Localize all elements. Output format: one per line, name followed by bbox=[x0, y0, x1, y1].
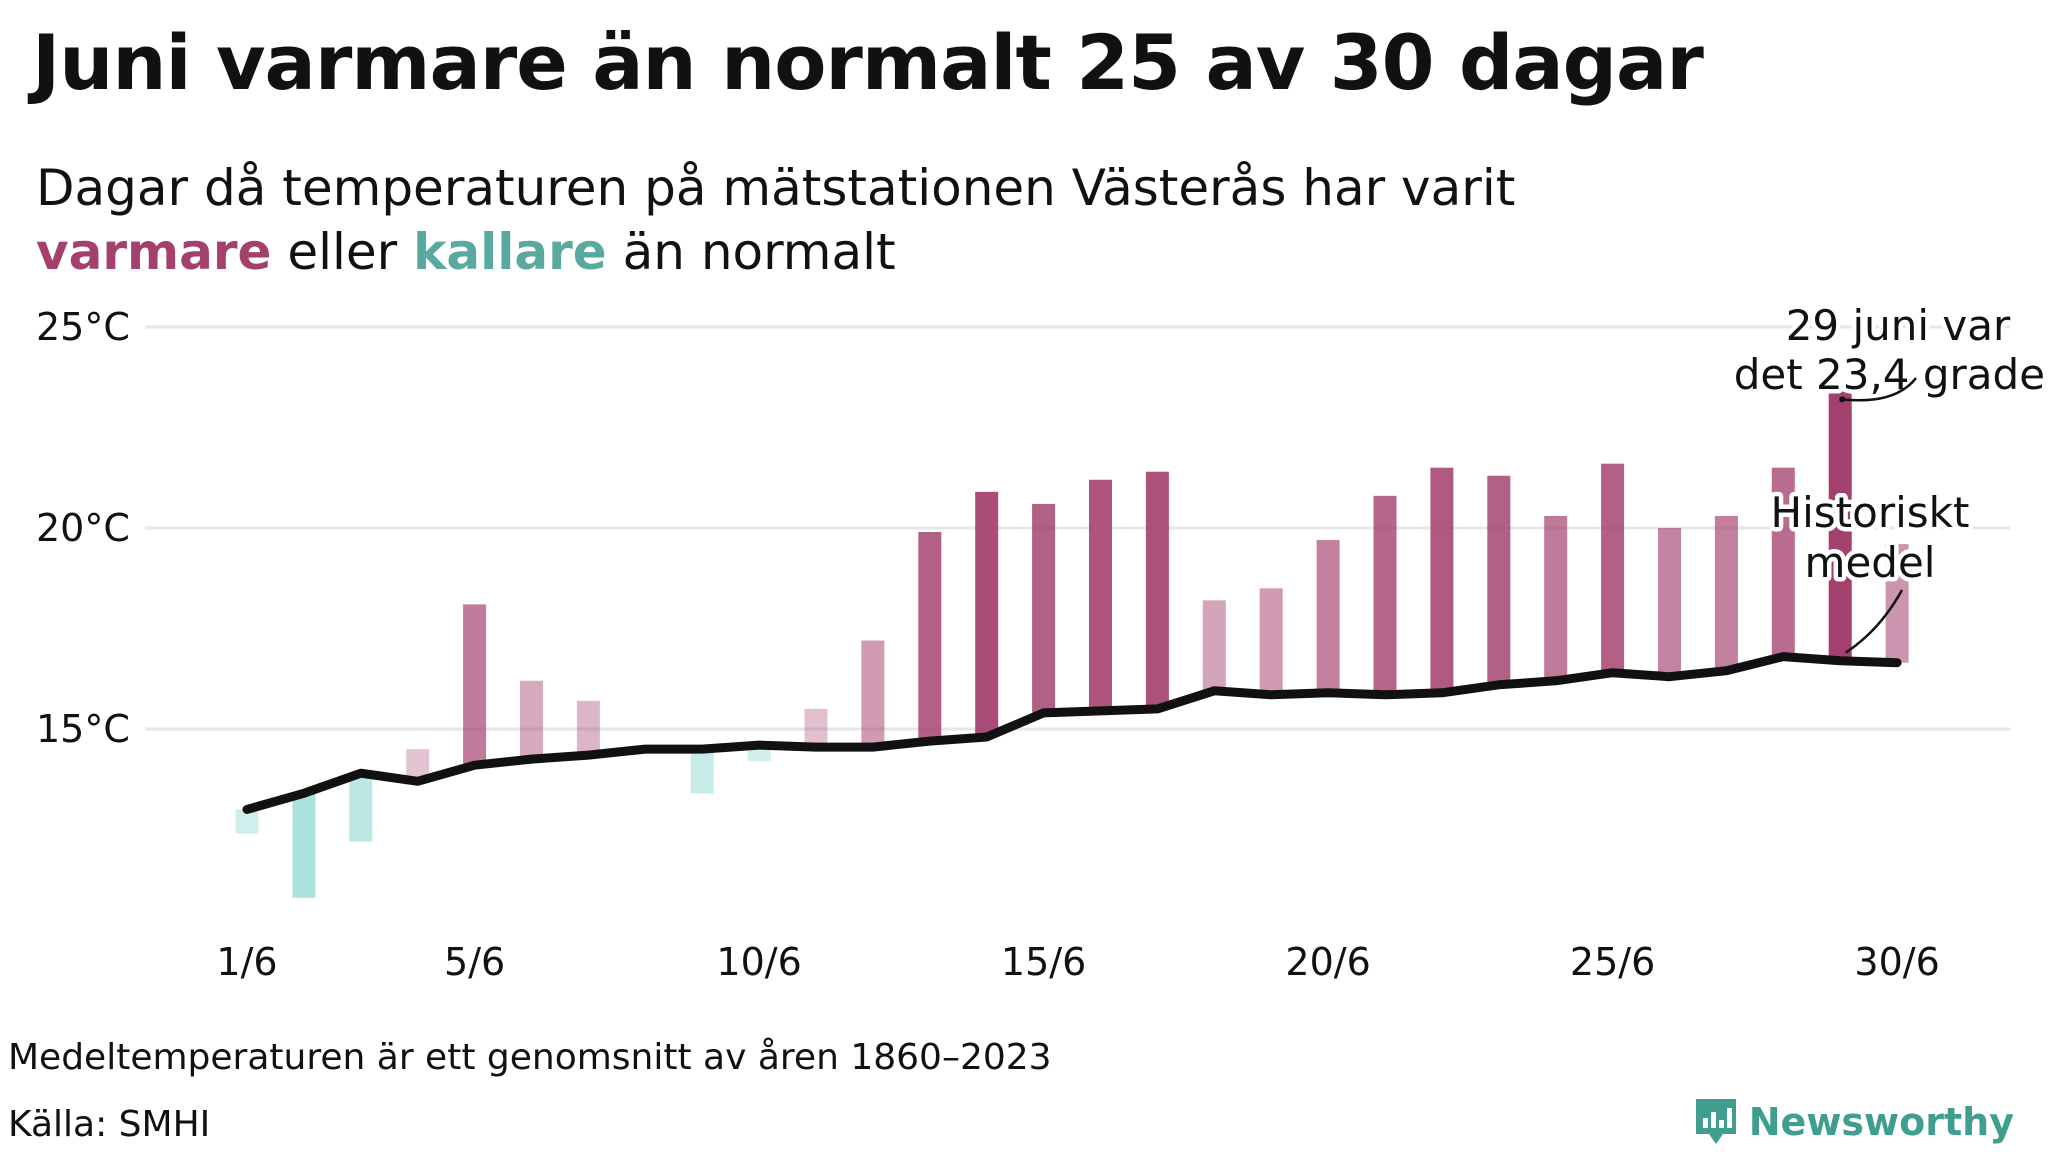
y-tick-label: 25°C bbox=[36, 305, 130, 349]
bar-day-3 bbox=[349, 773, 373, 842]
x-tick-label: 30/6 bbox=[1854, 940, 1939, 984]
annotation-peak-line: det 23,4 grader bbox=[1734, 350, 2048, 399]
footer-note: Medeltemperaturen är ett genomsnitt av å… bbox=[8, 1037, 1052, 1078]
chart-subtitle: Dagar då temperaturen på mätstationen Vä… bbox=[36, 156, 1515, 284]
average-line-group bbox=[242, 652, 1902, 814]
bar-day-20 bbox=[1316, 540, 1340, 693]
x-tick-label: 5/6 bbox=[444, 940, 505, 984]
bar-day-7 bbox=[576, 700, 600, 756]
bars bbox=[235, 391, 1909, 898]
bar-day-23 bbox=[1487, 475, 1511, 685]
bar-day-16 bbox=[1089, 479, 1112, 711]
chart-title: Juni varmare än normalt 25 av 30 dagar bbox=[32, 18, 1704, 107]
bar-day-27 bbox=[1714, 515, 1738, 671]
y-tick-label: 15°C bbox=[36, 707, 130, 751]
bar-day-29 bbox=[1828, 391, 1852, 661]
annotation-average-line: medel bbox=[1805, 538, 1936, 587]
bar-day-17 bbox=[1145, 471, 1169, 709]
subtitle-line1: Dagar då temperaturen på mätstationen Vä… bbox=[36, 159, 1516, 217]
x-tick-label: 20/6 bbox=[1285, 940, 1370, 984]
x-tick-label: 1/6 bbox=[216, 940, 277, 984]
bar-day-5 bbox=[463, 604, 487, 766]
subtitle-middle: eller bbox=[287, 223, 398, 281]
bar-day-2 bbox=[292, 793, 316, 898]
legend-warm: varmare bbox=[36, 223, 272, 281]
bar-day-30 bbox=[1885, 544, 1909, 663]
annotation-peak-line: 29 juni var bbox=[1786, 301, 2011, 350]
bar-day-26 bbox=[1658, 528, 1681, 677]
legend-cold: kallare bbox=[413, 223, 607, 281]
brand-logo: Newsworthy bbox=[1693, 1096, 2014, 1148]
bar-day-15 bbox=[1032, 503, 1056, 713]
bar-day-28 bbox=[1771, 467, 1795, 657]
bar-day-21 bbox=[1373, 495, 1397, 695]
annotation-average-line: Historiskt bbox=[1771, 488, 1970, 537]
bar-day-11 bbox=[804, 708, 828, 748]
x-tick-label: 10/6 bbox=[716, 940, 801, 984]
bar-day-18 bbox=[1202, 600, 1226, 691]
footer-source: Källa: SMHI bbox=[8, 1104, 211, 1145]
annotation-peak-connector bbox=[1842, 377, 1917, 402]
bar-day-6 bbox=[520, 680, 543, 760]
y-tick-label: 20°C bbox=[36, 506, 130, 550]
average-line bbox=[242, 652, 1902, 814]
bar-day-24 bbox=[1544, 515, 1568, 681]
newsworthy-logo-icon bbox=[1695, 1099, 1736, 1144]
bar-day-9 bbox=[690, 749, 714, 794]
bar-day-14 bbox=[975, 491, 999, 738]
subtitle-end: än normalt bbox=[622, 223, 896, 281]
x-tick-label: 25/6 bbox=[1570, 940, 1655, 984]
bar-day-12 bbox=[861, 640, 885, 748]
gridlines bbox=[145, 325, 2010, 731]
x-axis-labels: 1/6 5/6 10/6 15/6 20/6 25/6 30/6 bbox=[216, 940, 1939, 984]
bar-day-13 bbox=[918, 532, 942, 742]
bar-day-19 bbox=[1259, 588, 1283, 695]
brand-name: Newsworthy bbox=[1748, 1100, 2014, 1144]
annotation-average-connector bbox=[1844, 589, 1904, 654]
bar-day-1 bbox=[235, 809, 259, 834]
x-tick-label: 15/6 bbox=[1001, 940, 1086, 984]
y-axis-labels: 15°C 20°C 25°C bbox=[36, 305, 130, 751]
bar-day-22 bbox=[1430, 467, 1454, 693]
bar-day-4 bbox=[406, 749, 430, 782]
bar-day-25 bbox=[1601, 463, 1625, 673]
annotation-peak-dot bbox=[1839, 396, 1846, 403]
